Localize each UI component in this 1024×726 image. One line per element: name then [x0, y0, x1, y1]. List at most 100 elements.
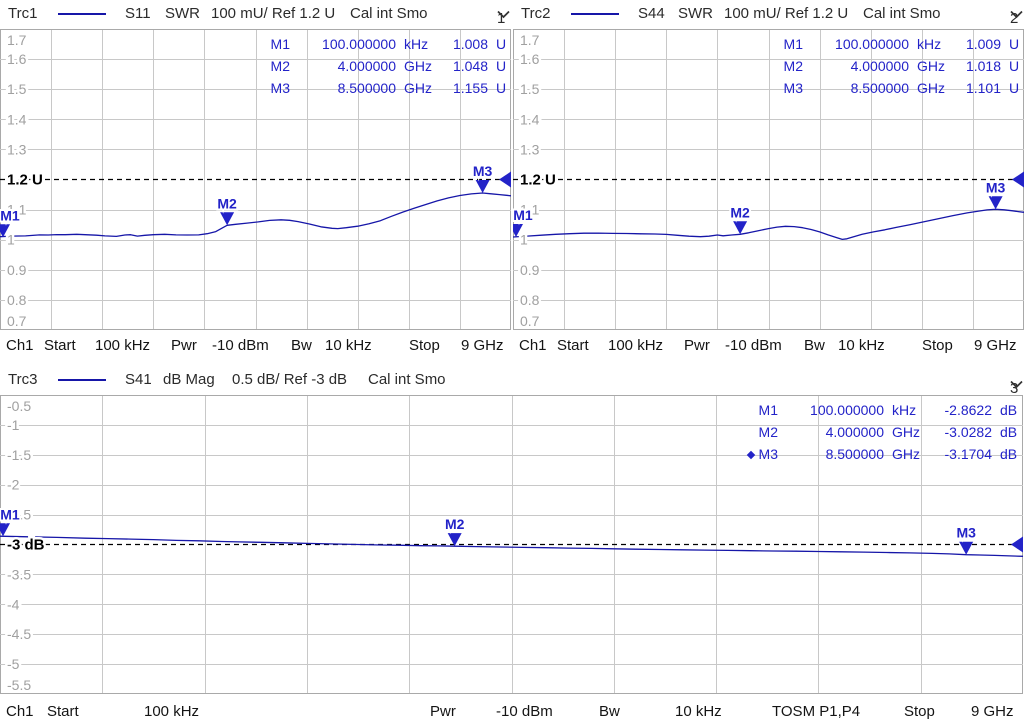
status-item[interactable]: Bw [804, 337, 825, 354]
marker-readout-cell: dB [1000, 424, 1018, 440]
plot-area-trc3[interactable]: -0.5 -1 -1.5 -2 -2.5 -3 dB -3.5 -4 -4.5 -5 -5.5 M1 M… [0, 395, 1024, 694]
marker-readout-cell: GHz [892, 424, 920, 440]
marker-readout-cell: U [1009, 58, 1020, 74]
axis-tick-label: -4.5 [7, 626, 31, 642]
status-item[interactable]: 100 kHz [608, 337, 664, 354]
axis-tick-label: -1.5 [7, 447, 31, 463]
status-item[interactable]: Bw [291, 337, 312, 354]
marker-readout-cell: M2 [783, 58, 803, 74]
status-item[interactable]: -10 dBm [496, 703, 553, 720]
marker-readout-cell: M1 [783, 36, 803, 52]
marker-m2-triangle[interactable] [733, 221, 748, 235]
status-item[interactable]: 10 kHz [838, 337, 885, 354]
status-item[interactable]: 9 GHz [461, 337, 504, 354]
measurement-label[interactable]: S11 [125, 5, 151, 22]
trace-name[interactable]: Trc1 [8, 5, 38, 22]
status-item[interactable]: Pwr [684, 337, 710, 354]
status-item[interactable]: 100 kHz [95, 337, 151, 354]
cal-label[interactable]: Cal int Smo [350, 5, 428, 22]
status-item[interactable]: Pwr [171, 337, 197, 354]
measurement-label[interactable]: S44 [638, 5, 665, 22]
trace-name[interactable]: Trc2 [521, 5, 551, 22]
plot-area-trc2[interactable]: 1.7 1.6 1.5 1.4 1.3 1.2 U 1.1 1 0.9 0.8 0.7 M1 M2 M3 … [513, 29, 1024, 330]
status-item[interactable]: Stop [922, 337, 953, 354]
axis-tick-label: 0.9 [7, 262, 27, 278]
status-item[interactable]: Stop [904, 703, 935, 720]
marker-m3-label: M3 [986, 179, 1006, 195]
trace-line [513, 208, 1024, 241]
status-item[interactable]: TOSM P1,P4 [772, 703, 861, 720]
status-item[interactable]: 10 kHz [325, 337, 372, 354]
status-item[interactable]: Ch1 [6, 337, 34, 354]
status-item[interactable]: Ch1 [6, 703, 34, 720]
status-item[interactable]: 100 kHz [144, 703, 200, 720]
marker-m3-label: M3 [473, 163, 493, 179]
channel-status-bar-trc2: Ch1 Start 100 kHz Pwr -10 dBm Bw 10 kHz Stop 9 G… [513, 330, 1024, 360]
status-item[interactable]: Pwr [430, 703, 456, 720]
axis-tick-label: 1 [520, 232, 528, 248]
cal-label[interactable]: Cal int Smo [863, 5, 941, 22]
marker-readout-cell: 1.008 [452, 36, 488, 52]
cal-label[interactable]: Cal int Smo [368, 371, 446, 388]
marker-readout-cell: M2 [270, 58, 290, 74]
status-item[interactable]: -10 dBm [212, 337, 269, 354]
active-marker-icon [746, 450, 755, 460]
format-label[interactable]: SWR [678, 5, 713, 22]
axis-tick-label: -4 [7, 596, 20, 612]
scale-label[interactable]: 100 mU/ Ref 1.2 U [724, 5, 849, 22]
status-item[interactable]: 10 kHz [675, 703, 722, 720]
format-label[interactable]: SWR [165, 5, 200, 22]
axis-tick-label: 1.1 [520, 202, 540, 218]
trace-name[interactable]: Trc3 [8, 371, 38, 388]
marker-m1-label: M1 [0, 207, 20, 223]
marker-readout-trc2: M1 100.000000 kHz 1.009 U M2 4.000000 GHz 1.018 U… [773, 33, 1021, 99]
format-label[interactable]: dB Mag [163, 371, 215, 388]
marker-m2-triangle[interactable] [447, 533, 462, 547]
axis-tick-label: -2 [7, 477, 20, 493]
marker-readout-cell: GHz [917, 58, 945, 74]
marker-m1-triangle[interactable] [0, 224, 10, 238]
status-item[interactable]: Ch1 [519, 337, 547, 354]
marker-readout-cell: 1.018 [965, 58, 1001, 74]
trace-line [0, 535, 1023, 557]
marker-readout-cell: -2.8622 [944, 402, 992, 418]
axis-tick-label: 1.5 [520, 81, 540, 97]
measurement-label[interactable]: S41 [125, 371, 152, 388]
marker-readout-cell: U [496, 58, 507, 74]
marker-readout-trc3: M1 100.000000 kHz -2.8622 dB M2 4.000000 GHz -3.… [734, 399, 1018, 465]
marker-m3-triangle[interactable] [959, 541, 974, 555]
marker-m1-triangle[interactable] [513, 223, 523, 237]
plot-area-trc1[interactable]: 1.7 1.6 1.5 1.4 1.3 1.2 U 1.1 1 0.9 0.8 0.7 M1 M2 M3 … [0, 29, 511, 330]
status-item[interactable]: Bw [599, 703, 620, 720]
scale-label[interactable]: 100 mU/ Ref 1.2 U [211, 5, 336, 22]
marker-m2-triangle[interactable] [220, 212, 235, 226]
marker-readout-cell: 1.101 [965, 80, 1001, 96]
channel-number: 3 [1010, 380, 1019, 397]
status-item[interactable]: Stop [409, 337, 440, 354]
marker-m3-triangle[interactable] [475, 180, 490, 194]
axis-tick-label: -2.5 [7, 507, 31, 523]
marker-readout-cell: 1.155 [452, 80, 488, 96]
marker-readout-cell: 8.500000 [337, 80, 396, 96]
status-item[interactable]: Start [44, 337, 76, 354]
reference-position-arrow-icon [1012, 171, 1024, 188]
axis-tick-label: -5.5 [7, 677, 31, 693]
marker-readout-cell: GHz [404, 58, 432, 74]
reference-level-label: 1.2 U [520, 172, 556, 189]
reference-position-arrow-icon [1011, 536, 1023, 553]
status-item[interactable]: -10 dBm [725, 337, 782, 354]
axis-tick-label: 1.5 [7, 81, 27, 97]
marker-m1-triangle[interactable] [0, 523, 10, 537]
status-item[interactable]: Start [47, 703, 79, 720]
status-item[interactable]: 9 GHz [974, 337, 1017, 354]
status-item[interactable]: 9 GHz [971, 703, 1014, 720]
chevron-down-icon [1010, 380, 1023, 389]
trace-header-trc1: Trc1 S11 SWR 100 mU/ Ref 1.2 U Cal int S… [0, 0, 511, 29]
scale-label[interactable]: 0.5 dB/ Ref -3 dB [232, 371, 348, 388]
marker-m1-label: M1 [513, 207, 533, 223]
status-item[interactable]: Start [557, 337, 589, 354]
axis-tick-label: 1.3 [7, 141, 27, 157]
panel-trc1: Trc1 S11 SWR 100 mU/ Ref 1.2 U Cal int S… [0, 0, 511, 360]
marker-m2-label: M2 [445, 516, 465, 532]
marker-m3-triangle[interactable] [988, 196, 1003, 210]
